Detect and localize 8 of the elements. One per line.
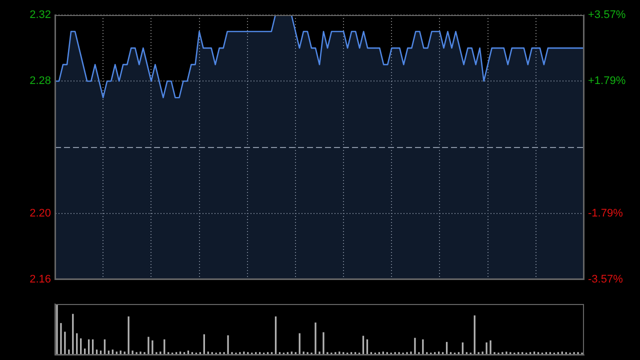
y-tick-label: 2.20	[30, 207, 51, 220]
y2-tick-label: -1.79%	[588, 208, 624, 220]
y-tick-label: 2.28	[30, 75, 51, 88]
y-tick-label: 2.16	[30, 273, 51, 286]
y-tick-label: 2.32	[30, 9, 51, 22]
y2-tick-label: -3.57%	[588, 273, 624, 286]
y2-tick-label: +3.57%	[588, 9, 626, 22]
y2-tick-label: +1.79%	[588, 74, 626, 87]
